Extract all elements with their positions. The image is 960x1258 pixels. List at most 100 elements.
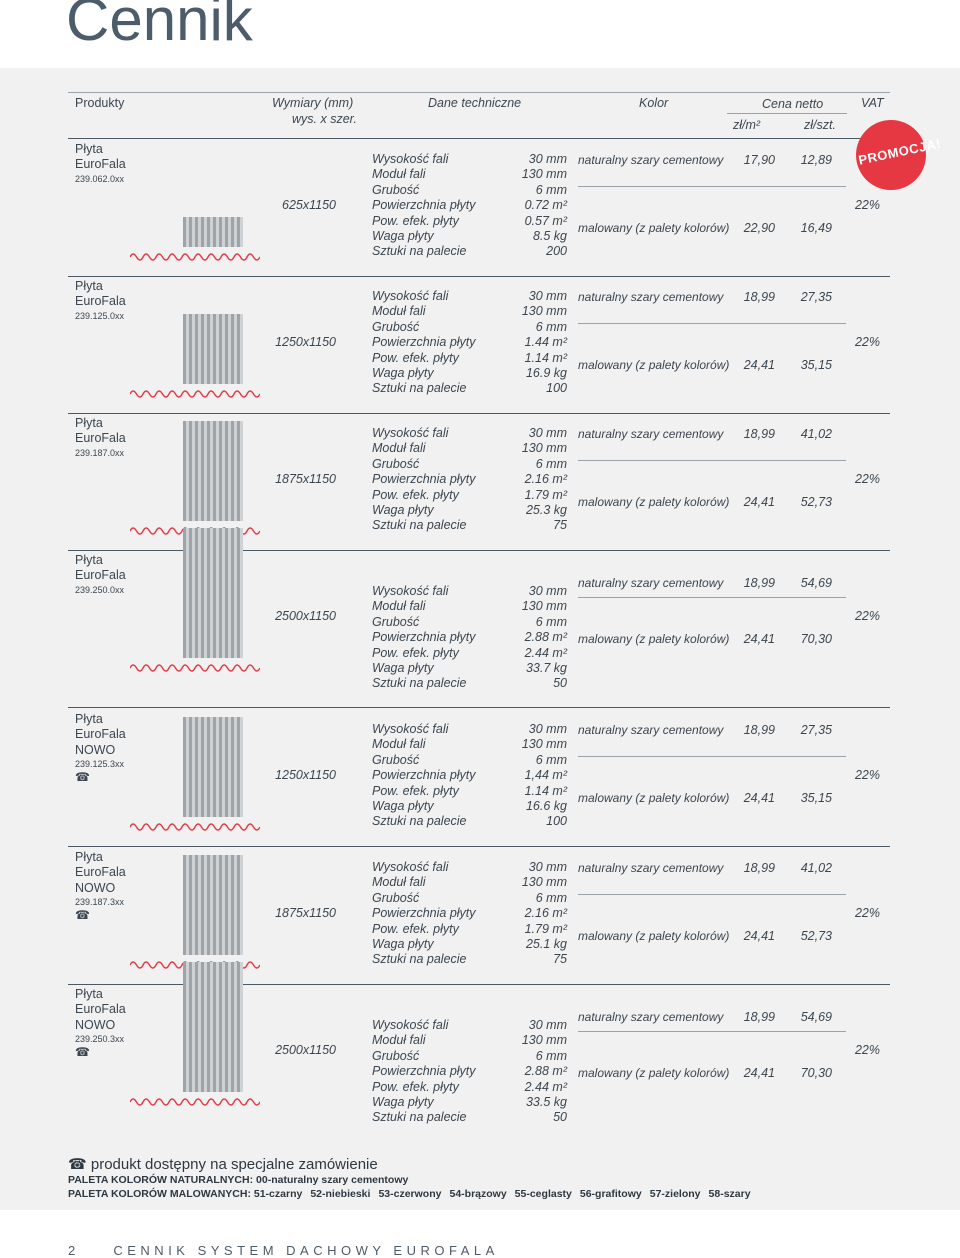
promo-badge: PROMOCJA! — [856, 120, 942, 190]
vat-rate: 22% — [854, 335, 880, 349]
spec-value: 6 mm — [535, 752, 567, 767]
price-painted-pc: 52,73 — [800, 929, 832, 943]
spec-row: Sztuki na palecie 75 — [372, 518, 567, 533]
spec-value: 30 mm — [528, 152, 567, 166]
wave-profile-icon — [130, 823, 260, 831]
palette-color-item: 55-ceglasty — [514, 1188, 572, 1200]
spec-row: Waga płyty 25.1 kg — [372, 937, 567, 952]
spec-label: Grubość — [372, 456, 420, 471]
product-dims: 2500x1150 — [275, 1043, 336, 1057]
spec-block: Wysokość fali 30 mm Moduł fali 130 mm Gruboś… — [372, 289, 567, 397]
product-dims: 2500x1150 — [275, 609, 336, 623]
spec-label: Powierzchnia płyty — [372, 630, 476, 645]
product-brand: EuroFala — [75, 568, 126, 583]
footer-notes: ☎ produkt dostępny na specjalne zamówien… — [68, 1156, 898, 1201]
vat-rate: 22% — [854, 472, 880, 486]
product-brand: EuroFala — [75, 1002, 126, 1017]
row-divider — [68, 984, 890, 985]
spec-label: Powierzchnia płyty — [372, 198, 476, 213]
product-brand: EuroFala — [75, 294, 126, 309]
special-order-note: ☎ produkt dostępny na specjalne zamówien… — [68, 1156, 898, 1173]
product-info: Płyta EuroFala NOWO 239.125.3xx ☎ — [75, 712, 126, 785]
color-painted: malowany (z palety kolorów) — [578, 929, 730, 943]
spec-label: Grubość — [372, 319, 420, 334]
spec-row: Pow. efek. płyty 1.79 m² — [372, 922, 567, 937]
vat-rate: 22% — [854, 1043, 880, 1057]
spec-value: 6 mm — [535, 319, 567, 334]
price-natural-pc: 12,89 — [800, 153, 832, 167]
spec-value: 30 mm — [528, 289, 567, 303]
color-painted: malowany (z palety kolorów) — [578, 632, 730, 646]
spec-block: Wysokość fali 30 mm Moduł fali 130 mm Gruboś… — [372, 1018, 567, 1126]
spec-label: Powierzchnia płyty — [372, 768, 476, 783]
spec-row: Moduł fali 130 mm — [372, 599, 567, 614]
spec-label: Wysokość fali — [372, 722, 449, 736]
price-natural-m2: 18,99 — [743, 1010, 775, 1024]
spec-label: Waga płyty — [372, 661, 434, 676]
row-divider — [68, 276, 890, 277]
product-info: Płyta EuroFala NOWO 239.187.3xx ☎ — [75, 850, 126, 923]
spec-value: 6 mm — [535, 456, 567, 471]
color-natural: naturalny szary cementowy — [578, 427, 724, 441]
header-tech: Dane techniczne — [428, 96, 522, 110]
spec-row: Grubość 6 mm — [372, 615, 567, 630]
spec-label: Grubość — [372, 614, 420, 629]
spec-value: 2.16 m² — [524, 472, 567, 487]
spec-value: 2.16 m² — [524, 906, 567, 921]
spec-label: Moduł fali — [372, 441, 426, 456]
header-top-rule — [68, 92, 890, 93]
price-table-panel — [0, 68, 960, 1210]
spec-row: Moduł fali 130 mm — [372, 737, 567, 752]
spec-row: Wysokość fali 30 mm — [372, 584, 567, 599]
spec-label: Wysokość fali — [372, 426, 449, 440]
spec-label: Grubość — [372, 890, 420, 905]
spec-row: Powierzchnia płyty 1,44 m² — [372, 768, 567, 783]
phone-icon: ☎ — [68, 1156, 87, 1173]
price-painted-m2: 24,41 — [743, 791, 775, 805]
spec-row: Grubość 6 mm — [372, 891, 567, 906]
spec-label: Moduł fali — [372, 875, 426, 890]
sheet-illustration — [183, 528, 243, 658]
price-painted-pc: 16,49 — [800, 221, 832, 235]
wave-profile-icon — [130, 1098, 260, 1106]
spec-label: Wysokość fali — [372, 289, 449, 303]
product-dims: 1250x1150 — [275, 768, 336, 782]
spec-value: 75 — [553, 518, 567, 533]
spec-value: 6 mm — [535, 890, 567, 905]
painted-palette-items: 51-czarny 52-niebieski 53-czerwony 54-brązo… — [254, 1188, 759, 1200]
vat-rate: 22% — [854, 906, 880, 920]
product-name: Płyta — [75, 279, 103, 293]
spec-row: Sztuki na palecie 50 — [372, 1110, 567, 1125]
price-natural-m2: 18,99 — [743, 576, 775, 590]
product-name: Płyta — [75, 712, 103, 726]
color-natural: naturalny szary cementowy — [578, 290, 724, 304]
spec-row: Waga płyty 33.7 kg — [372, 661, 567, 676]
price-natural-pc: 27,35 — [800, 290, 832, 304]
spec-block: Wysokość fali 30 mm Moduł fali 130 mm Gruboś… — [372, 152, 567, 260]
spec-row: Sztuki na palecie 50 — [372, 676, 567, 691]
spec-label: Waga płyty — [372, 799, 434, 814]
spec-row: Sztuki na palecie 200 — [372, 244, 567, 259]
spec-row: Grubość 6 mm — [372, 1049, 567, 1064]
spec-label: Grubość — [372, 182, 420, 197]
spec-label: Wysokość fali — [372, 584, 449, 598]
spec-row: Powierzchnia płyty 0.72 m² — [372, 198, 567, 213]
header-dims: Wymiary (mm) — [272, 96, 354, 110]
spec-row: Pow. efek. płyty 2.44 m² — [372, 646, 567, 661]
product-variant: NOWO — [75, 1017, 116, 1032]
spec-value: 1,44 m² — [524, 768, 567, 783]
spec-row: Waga płyty 16.6 kg — [372, 799, 567, 814]
price-natural-m2: 18,99 — [743, 427, 775, 441]
palette-color-item: 53-czerwony — [378, 1188, 442, 1200]
spec-label: Powierzchnia płyty — [372, 1064, 476, 1079]
product-code: 239.250.3xx — [75, 1034, 125, 1045]
row-divider — [68, 550, 890, 551]
spec-row: Wysokość fali 30 mm — [372, 289, 567, 304]
spec-block: Wysokość fali 30 mm Moduł fali 130 mm Gruboś… — [372, 722, 567, 830]
spec-block: Wysokość fali 30 mm Moduł fali 130 mm Gruboś… — [372, 426, 567, 534]
product-code: 239.125.3xx — [75, 759, 125, 770]
spec-value: 30 mm — [528, 426, 567, 440]
color-divider — [578, 186, 846, 187]
product-code: 239.187.3xx — [75, 897, 125, 908]
spec-value: 75 — [553, 952, 567, 967]
